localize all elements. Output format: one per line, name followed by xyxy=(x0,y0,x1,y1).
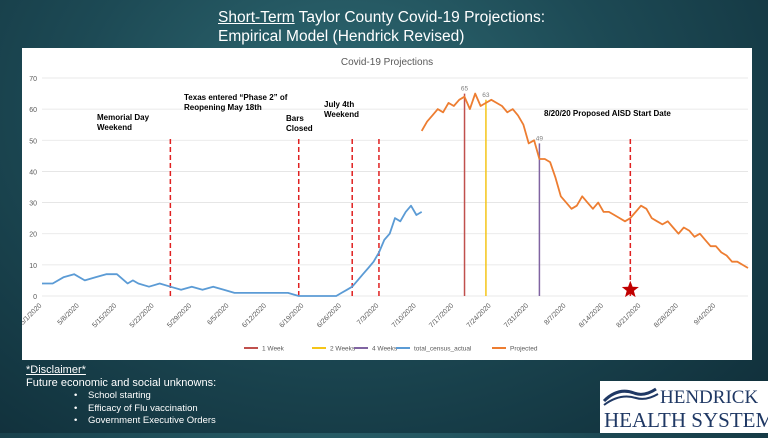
y-tick-label: 60 xyxy=(29,107,37,114)
chart-title: Covid-19 Projections xyxy=(341,57,433,68)
y-tick-label: 30 xyxy=(29,201,37,208)
x-tick-label: 6/26/2020 xyxy=(316,302,343,329)
x-tick-label: 6/5/2020 xyxy=(206,302,230,326)
x-tick-label: 5/8/2020 xyxy=(57,302,81,326)
annotation-label: 8/20/20 Proposed AISD Start Date xyxy=(544,109,671,118)
logo-text-line1: HENDRICK xyxy=(660,387,758,408)
x-tick-label: 5/29/2020 xyxy=(166,302,193,329)
title-rest: Taylor County Covid-19 Projections: xyxy=(294,9,546,26)
series-line xyxy=(42,204,423,297)
y-tick-label: 40 xyxy=(29,169,37,176)
x-tick-label: 6/12/2020 xyxy=(241,302,268,329)
slide-title: Short-Term Taylor County Covid-19 Projec… xyxy=(218,8,738,46)
x-tick-label: 7/10/2020 xyxy=(391,302,418,329)
projection-chart: Covid-19 Projections 0 10 20 30 40 50 60 70 5/1/2… xyxy=(22,57,749,353)
y-tick-label: 20 xyxy=(29,232,37,239)
legend-label: total_census_actual xyxy=(414,346,472,353)
x-tick-label: 8/14/2020 xyxy=(578,302,605,329)
annotation-label: Bars Closed xyxy=(286,114,313,133)
x-tick-label: 5/1/2020 xyxy=(22,302,43,326)
legend-label: 4 Weeks xyxy=(372,346,398,353)
title-underlined: Short-Term xyxy=(218,9,295,26)
y-tick-label: 50 xyxy=(29,138,37,145)
x-tick-label: 6/19/2020 xyxy=(279,302,306,329)
logo-text-line2: HEALTH SYSTEM xyxy=(604,408,768,432)
x-tick-label: 5/15/2020 xyxy=(91,302,118,329)
annotation-label: Texas entered “Phase 2” of Reopening May … xyxy=(184,93,288,112)
disclaimer-heading: *Disclaimer* xyxy=(26,364,86,376)
annotation-label: July 4th Weekend xyxy=(324,100,359,119)
annotation-label: Memorial Day Weekend xyxy=(97,113,150,132)
y-tick-label: 0 xyxy=(33,294,37,301)
disclaimer: *Disclaimer* Future economic and social … xyxy=(26,364,216,428)
disclaimer-intro: Future economic and social unknowns: xyxy=(26,377,217,389)
star-marker xyxy=(621,280,639,298)
series-line xyxy=(420,92,749,269)
y-tick-label: 70 xyxy=(29,76,37,83)
disclaimer-item: Government Executive Orders xyxy=(74,415,216,428)
x-tick-label: 7/3/2020 xyxy=(356,302,380,326)
x-tick-label: 7/24/2020 xyxy=(466,302,493,329)
y-tick-label: 10 xyxy=(29,263,37,270)
x-tick-label: 8/28/2020 xyxy=(653,302,680,329)
x-tick-label: 7/17/2020 xyxy=(428,302,455,329)
legend-label: Projected xyxy=(510,346,538,353)
hendrick-logo: HENDRICK HEALTH SYSTEM xyxy=(600,381,768,433)
legend-label: 1 Week xyxy=(262,346,285,353)
x-tick-label: 8/21/2020 xyxy=(615,302,642,329)
slide-subtitle: Empirical Model (Hendrick Revised) xyxy=(218,28,465,45)
projection-value-label: 49 xyxy=(536,135,544,142)
projection-value-label: 63 xyxy=(482,92,490,99)
x-tick-label: 8/7/2020 xyxy=(543,302,567,326)
projection-value-label: 65 xyxy=(461,86,469,93)
disclaimer-item: Efficacy of Flu vaccination xyxy=(74,403,216,416)
chart-panel: Covid-19 Projections 0 10 20 30 40 50 60 70 5/1/2… xyxy=(22,48,752,360)
disclaimer-list: School starting Efficacy of Flu vaccinat… xyxy=(26,390,216,428)
disclaimer-item: School starting xyxy=(74,390,216,403)
x-tick-label: 5/22/2020 xyxy=(129,302,156,329)
legend-label: 2 Weeks xyxy=(330,346,356,353)
x-tick-label: 7/31/2020 xyxy=(503,302,530,329)
logo-graphic: HENDRICK HEALTH SYSTEM xyxy=(602,387,768,432)
x-tick-label: 9/4/2020 xyxy=(693,302,717,326)
